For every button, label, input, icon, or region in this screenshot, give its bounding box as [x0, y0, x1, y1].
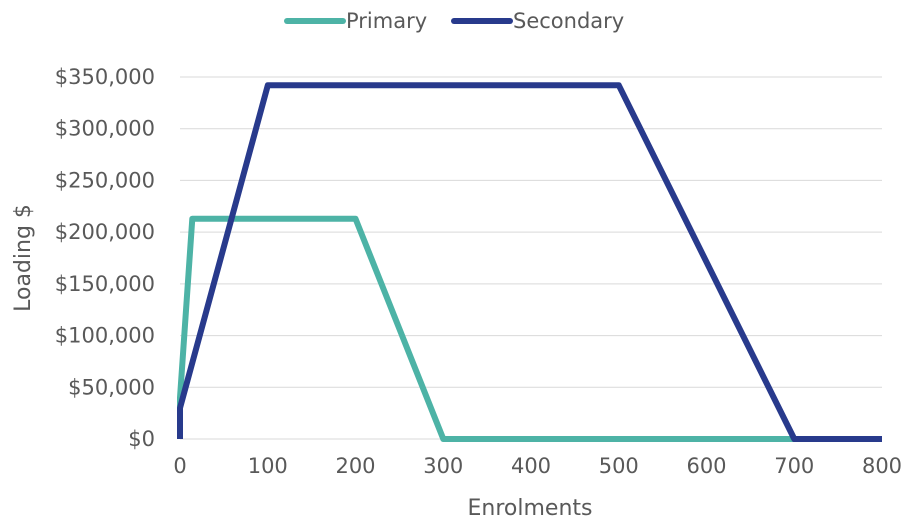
x-tick-label: 400 [511, 454, 551, 478]
gridlines [180, 77, 882, 439]
y-tick-label: $0 [128, 427, 155, 451]
x-tick-label: 600 [686, 454, 726, 478]
legend-label-secondary: Secondary [513, 9, 624, 33]
series-line-secondary [180, 85, 882, 439]
x-tick-label: 300 [423, 454, 463, 478]
y-tick-label: $200,000 [55, 220, 155, 244]
y-tick-label: $100,000 [55, 324, 155, 348]
x-tick-label: 100 [248, 454, 288, 478]
x-axis-title: Enrolments [468, 496, 593, 521]
y-tick-label: $300,000 [55, 117, 155, 141]
y-axis-tick-labels: $0 $50,000 $100,000 $150,000 $200,000 $250,00… [55, 65, 155, 451]
x-tick-label: 500 [599, 454, 639, 478]
series-lines [180, 85, 882, 439]
y-axis-title: Loading $ [11, 204, 36, 312]
x-tick-label: 700 [774, 454, 814, 478]
legend: Primary Secondary [287, 9, 624, 33]
y-tick-label: $350,000 [55, 65, 155, 89]
y-tick-label: $50,000 [68, 375, 155, 399]
legend-label-primary: Primary [346, 9, 427, 33]
x-tick-label: 0 [173, 454, 186, 478]
x-tick-label: 200 [335, 454, 375, 478]
x-axis-tick-labels: 0 100 200 300 400 500 600 700 800 [173, 454, 902, 478]
y-tick-label: $150,000 [55, 272, 155, 296]
x-tick-label: 800 [862, 454, 902, 478]
y-tick-label: $250,000 [55, 168, 155, 192]
